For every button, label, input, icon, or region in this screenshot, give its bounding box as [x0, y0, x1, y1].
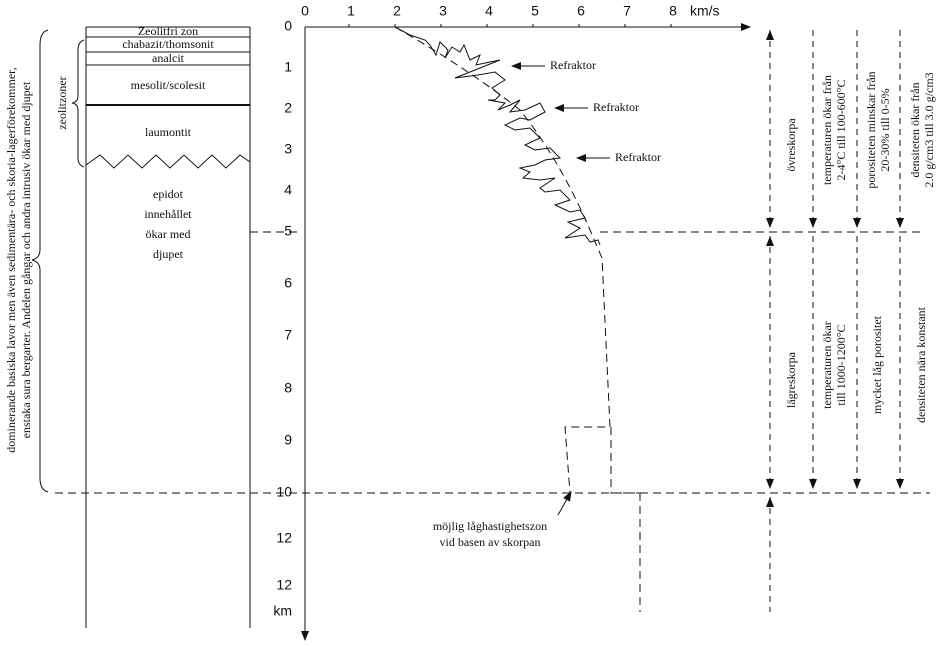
y-tick-label: 1: [284, 59, 292, 75]
y-unit: km: [273, 603, 292, 619]
property-text: densiteten ökar från: [908, 82, 922, 177]
y-tick-label: 0: [284, 18, 292, 34]
y-tick-label: 9: [284, 432, 292, 448]
x-tick-label: 0: [301, 3, 309, 19]
property-text: mycket låg porositet: [870, 315, 884, 414]
layer-label: mesolit/scolesit: [131, 78, 206, 92]
zeolite-label: zeolitzoner: [55, 76, 69, 129]
x-tick-label: 7: [623, 3, 631, 19]
y-tick-label: 2: [284, 100, 292, 116]
low-velocity-text: möjlig låghastighetszon: [433, 519, 547, 533]
epidot-text: innehållet: [144, 207, 192, 221]
epidot-text: ökar med: [146, 227, 191, 241]
y-tick-label: 12: [276, 577, 292, 593]
layer-label: analcit: [152, 51, 185, 65]
refraktor-label: Refraktor: [615, 150, 661, 164]
property-text: densiteten nära konstant: [914, 306, 928, 423]
layer-label: laumontit: [145, 125, 192, 139]
layout: [31, 23, 930, 641]
epidot-text: epidot: [153, 187, 184, 201]
y-tick-label: 4: [284, 182, 292, 198]
x-tick-label: 2: [393, 3, 401, 19]
property-text: temperaturen ökar: [820, 321, 834, 409]
y-tick-label: 12: [276, 530, 292, 546]
crust-label: övreskorpa: [784, 118, 798, 172]
y-tick-label: 7: [284, 327, 292, 343]
property-text: 2.0 g/cm3 till 3.0 g/cm3: [922, 72, 936, 187]
property-text: temperaturen ökar från: [820, 75, 834, 185]
property-text: 2-4°C till 100-600°C: [834, 80, 848, 181]
layer-label: Zeolitfri zon: [138, 24, 198, 38]
crust-label: lägreskorpa: [784, 351, 798, 408]
refraktor-label: Refraktor: [550, 58, 596, 72]
y-tick-label: 6: [284, 275, 292, 291]
property-text: till 1000-1200°C: [834, 324, 848, 405]
x-tick-label: 5: [531, 3, 539, 19]
epidot-text: djupet: [153, 247, 184, 261]
x-tick-label: 8: [669, 3, 677, 19]
property-text: 20-30% till 0-5%: [878, 88, 892, 171]
y-tick-label: 10: [276, 484, 292, 500]
brace-text: enstaka sura bergarter. Andelen gångar o…: [19, 81, 33, 438]
x-tick-label: 4: [485, 3, 493, 19]
y-tick-label: 5: [284, 223, 292, 239]
x-tick-label: 3: [439, 3, 447, 19]
layer-label: chabazit/thomsonit: [122, 37, 214, 51]
y-tick-label: 8: [284, 380, 292, 396]
x-tick-label: 6: [577, 3, 585, 19]
brace-text: dominerande basiska lavor men även sedim…: [4, 67, 18, 452]
refraktor-label: Refraktor: [593, 100, 639, 114]
x-tick-label: 1: [347, 3, 355, 19]
x-unit: km/s: [690, 3, 720, 19]
y-tick-label: 3: [284, 141, 292, 157]
low-velocity-text: vid basen av skorpan: [440, 535, 541, 549]
property-text: porositeten minskar från: [864, 71, 878, 188]
